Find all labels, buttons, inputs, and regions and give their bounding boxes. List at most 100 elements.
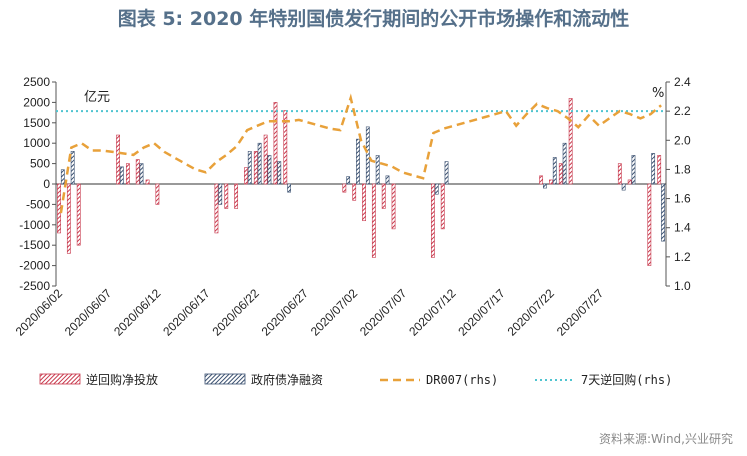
x-tick-label: 2020/07/12	[406, 286, 459, 339]
right-tick-label: 1.8	[674, 162, 691, 176]
x-axis-labels: 2020/06/022020/06/072020/06/122020/06/17…	[13, 286, 607, 339]
gov-bond-bar	[552, 157, 557, 185]
reverse-repo-bar	[539, 175, 544, 185]
right-tick-label: 2.2	[674, 104, 691, 118]
x-tick-label: 2020/06/02	[13, 286, 66, 339]
left-tick-label: 500	[30, 157, 50, 171]
legend-swatch-gov-bond	[204, 373, 246, 385]
legend: 逆回购净投放 政府债净融资 DR007(rhs) 7天逆回购(rhs)	[39, 372, 672, 387]
gov-bond-bar	[385, 175, 390, 185]
gov-bond-bar	[434, 183, 439, 195]
reverse-repo-bar	[430, 183, 435, 258]
left-tick-label: 1000	[23, 136, 50, 150]
source-note: 资料来源:Wind,兴业研究	[598, 432, 733, 446]
gov-bond-bar	[651, 153, 656, 185]
reverse-repo-bar	[234, 183, 239, 209]
gov-bond-bar	[356, 138, 360, 185]
reverse-repo-bar	[627, 179, 632, 185]
reverse-repo-bar	[116, 134, 120, 185]
right-tick-label: 1.0	[674, 279, 691, 293]
left-tick-label: 2500	[23, 75, 50, 89]
bar-series	[57, 98, 665, 266]
reverse-repo-bar	[224, 183, 229, 209]
reverse-repo-bar	[135, 159, 140, 185]
reverse-repo-bar	[352, 183, 357, 201]
reverse-repo-bar	[647, 183, 652, 266]
gov-bond-bar	[444, 161, 449, 185]
x-tick-label: 2020/07/07	[357, 286, 410, 339]
legend-swatch-reverse-repo	[39, 373, 81, 385]
gov-bond-bar	[661, 183, 665, 242]
reverse-repo-bar	[155, 183, 160, 205]
right-tick-label: 1.2	[674, 250, 691, 264]
right-tick-label: 1.6	[674, 192, 691, 206]
reverse-repo-bar	[283, 110, 288, 185]
right-unit-label: %	[652, 86, 664, 101]
reverse-repo-bar	[391, 183, 396, 230]
gov-bond-bar	[631, 155, 636, 185]
left-tick-label: -2500	[19, 279, 50, 293]
legend-label: 逆回购净投放	[86, 372, 158, 387]
left-tick-label: 1500	[23, 116, 50, 130]
line-series	[56, 93, 666, 214]
x-tick-label: 2020/07/27	[554, 286, 607, 339]
x-tick-label: 2020/06/22	[209, 286, 262, 339]
left-tick-label: -2000	[19, 259, 50, 273]
reverse-repo-bar	[214, 183, 219, 234]
reverse-repo-bar	[549, 179, 553, 185]
gov-bond-bar	[277, 161, 282, 185]
gov-bond-bar	[267, 155, 272, 185]
reverse-repo-bar	[244, 167, 248, 185]
x-tick-label: 2020/07/02	[308, 286, 361, 339]
left-tick-label: -1500	[19, 238, 50, 252]
reverse-repo-bar	[253, 151, 258, 185]
gov-bond-bar	[543, 183, 547, 189]
right-tick-label: 1.4	[674, 221, 691, 235]
legend-label: 政府债净融资	[251, 372, 323, 387]
gov-bond-bar	[70, 151, 75, 185]
reverse-repo-bar	[263, 134, 268, 185]
gov-bond-bar	[621, 183, 626, 191]
reverse-repo-bar	[381, 183, 386, 209]
gov-bond-bar	[119, 166, 124, 185]
gov-bond-bar	[60, 169, 65, 185]
chart-title: 图表 5: 2020 年特别国债发行期间的公开市场操作和流动性	[117, 8, 630, 30]
gov-bond-bar	[346, 176, 351, 185]
x-tick-label: 2020/06/12	[111, 286, 164, 339]
reverse-repo-bar	[145, 179, 150, 185]
reverse-repo-bar	[440, 183, 445, 230]
reverse-repo-bar	[371, 183, 376, 258]
dr007-line	[59, 93, 662, 214]
reverse-repo-bar	[568, 98, 573, 185]
right-tick-label: 2.0	[674, 133, 691, 147]
reverse-repo-bar	[57, 183, 61, 234]
reverse-repo-bar	[125, 163, 130, 185]
legend-label: DR007(rhs)	[426, 373, 498, 387]
reverse-repo-bar	[273, 102, 278, 185]
left-tick-label: 2000	[23, 95, 50, 109]
left-tick-label: -1000	[19, 218, 50, 232]
x-tick-label: 2020/06/17	[160, 286, 213, 339]
x-tick-label: 2020/06/07	[62, 286, 115, 339]
gov-bond-bar	[287, 183, 292, 193]
reverse-repo-bar	[66, 183, 71, 254]
reverse-repo-bar	[617, 163, 622, 185]
reverse-repo-bar	[342, 183, 347, 193]
reverse-repo-bar	[657, 155, 662, 185]
gov-bond-bar	[257, 142, 262, 185]
gov-bond-bar	[218, 183, 223, 205]
x-tick-label: 2020/07/22	[505, 286, 558, 339]
left-unit-label: 亿元	[84, 90, 110, 105]
reverse-repo-bar	[76, 183, 81, 246]
reverse-repo-bar	[362, 183, 366, 222]
gov-bond-bar	[562, 142, 567, 185]
right-tick-label: 2.4	[674, 75, 691, 89]
left-tick-label: -500	[26, 197, 50, 211]
left-tick-label: 0	[43, 177, 50, 191]
x-tick-label: 2020/07/17	[455, 286, 508, 339]
legend-label: 7天逆回购(rhs)	[581, 372, 672, 387]
x-tick-label: 2020/06/27	[259, 286, 312, 339]
reverse-repo-bar	[558, 163, 563, 185]
gov-bond-bar	[247, 151, 252, 185]
